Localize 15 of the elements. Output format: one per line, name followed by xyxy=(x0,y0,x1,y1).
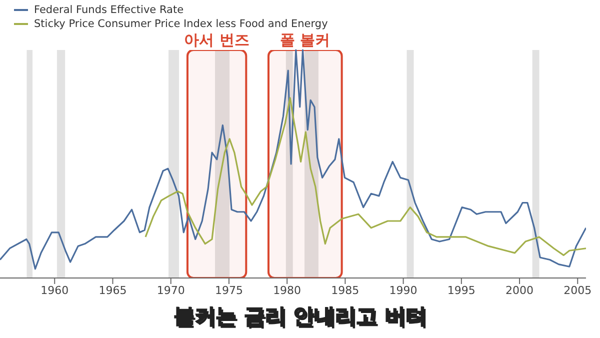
x-tick-label: 1970 xyxy=(156,284,185,297)
band-label: 폴 볼커 xyxy=(280,31,330,49)
x-tick-label: 1965 xyxy=(98,284,127,297)
x-tick-label: 1995 xyxy=(447,284,476,297)
x-tick-label: 1980 xyxy=(273,284,302,297)
x-tick-label: 1975 xyxy=(214,284,243,297)
legend-label: Federal Funds Effective Rate xyxy=(34,3,184,17)
x-tick-label: 2005 xyxy=(564,284,592,297)
band-label: 아서 번즈 xyxy=(184,31,250,49)
x-tick-label: 2000 xyxy=(506,284,534,297)
x-tick-label: 1960 xyxy=(40,284,69,297)
text: 볼커는 금리 안내리고 버텨 xyxy=(172,303,428,330)
legend-label: Sticky Price Consumer Price Index less Food and Energy xyxy=(34,17,328,31)
x-tick-label: 1985 xyxy=(331,284,360,297)
x-tick-label: 1990 xyxy=(389,284,418,297)
